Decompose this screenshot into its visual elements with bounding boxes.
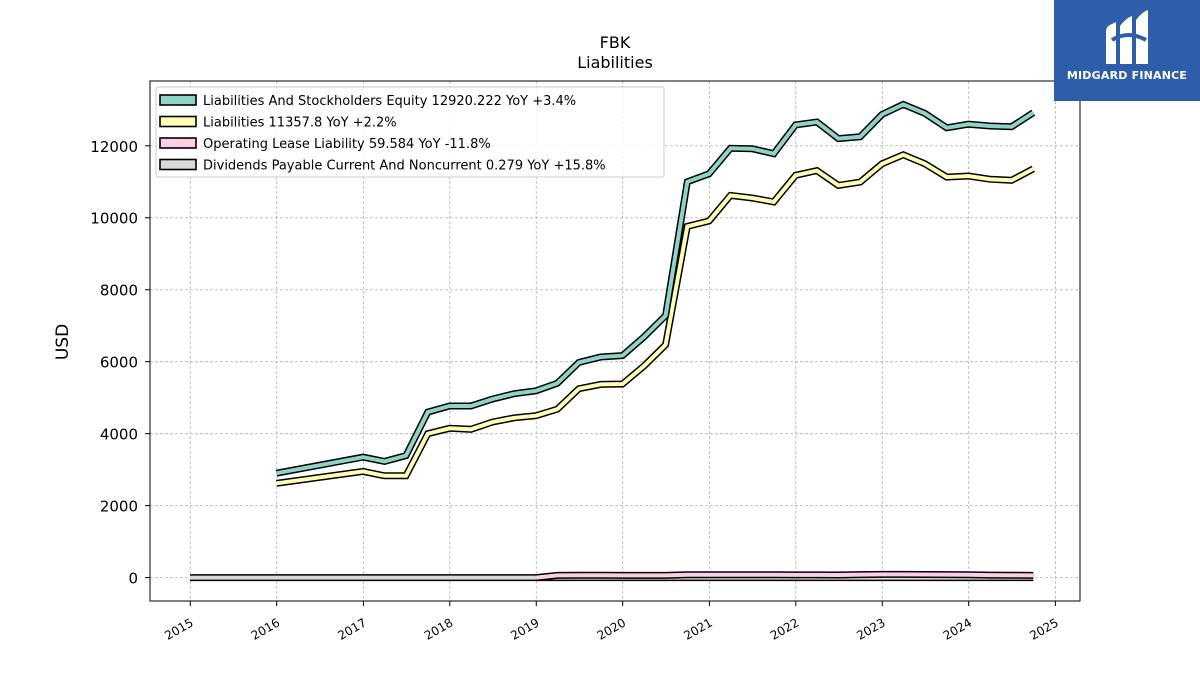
x-tick-label: 2023 — [854, 615, 887, 642]
y-tick-label: 8000 — [100, 282, 138, 300]
y-tick-label: 4000 — [100, 426, 138, 444]
x-tick-label: 2024 — [941, 615, 974, 642]
legend-entry-label: Operating Lease Liability 59.584 YoY -11… — [203, 137, 491, 152]
legend-box — [155, 86, 665, 178]
legend-swatch — [159, 94, 197, 106]
y-axis-label: USD — [53, 324, 73, 360]
x-tick-label: 2021 — [681, 615, 714, 642]
legend: Liabilities And Stockholders Equity 1292… — [155, 86, 665, 178]
legend-entry-label: Dividends Payable Current And Noncurrent… — [203, 159, 606, 174]
legend-swatch — [159, 158, 197, 171]
plot-area-frame — [149, 80, 1081, 602]
series-line-0 — [276, 102, 1035, 476]
x-tick-label: 2018 — [422, 615, 455, 642]
y-tick-label: 2000 — [100, 498, 138, 516]
x-tick-label: 2019 — [508, 615, 541, 642]
y-tick-label: 12000 — [90, 138, 138, 156]
legend-entry-label: Liabilities And Stockholders Equity 1292… — [203, 94, 576, 109]
x-tick-label: 2020 — [595, 615, 628, 642]
y-tick-label: 0 — [128, 570, 138, 588]
x-tick-label: 2022 — [768, 615, 801, 642]
x-axis: 2015 2016 2017 2018 2019 2020 2021 2022 2023 2024… — [162, 601, 1061, 643]
x-tick-label: 2017 — [335, 615, 368, 642]
legend-swatch — [159, 137, 197, 149]
y-tick-label: 6000 — [100, 354, 138, 372]
x-tick-label: 2015 — [162, 615, 195, 642]
series-group — [190, 100, 1036, 582]
series-line-1 — [276, 152, 1035, 486]
chart-title: FBK — [600, 33, 631, 52]
y-tick-label: 10000 — [90, 210, 138, 228]
y-axis: 0 2000 4000 6000 8000 10000 12000 — [90, 138, 150, 588]
chart-subtitle: Liabilities — [577, 53, 653, 72]
legend-swatch — [159, 115, 197, 128]
x-tick-label: 2016 — [249, 615, 282, 642]
series-line-2 — [535, 572, 1034, 580]
legend-entry-label: Liabilities 11357.8 YoY +2.2% — [203, 116, 397, 131]
brand-name: MIDGARD FINANCE — [1066, 69, 1188, 82]
brand-logo: MIDGARD FINANCE — [1054, 0, 1200, 101]
x-tick-label: 2025 — [1027, 615, 1060, 642]
midgard-m-logo-icon — [1106, 10, 1148, 64]
